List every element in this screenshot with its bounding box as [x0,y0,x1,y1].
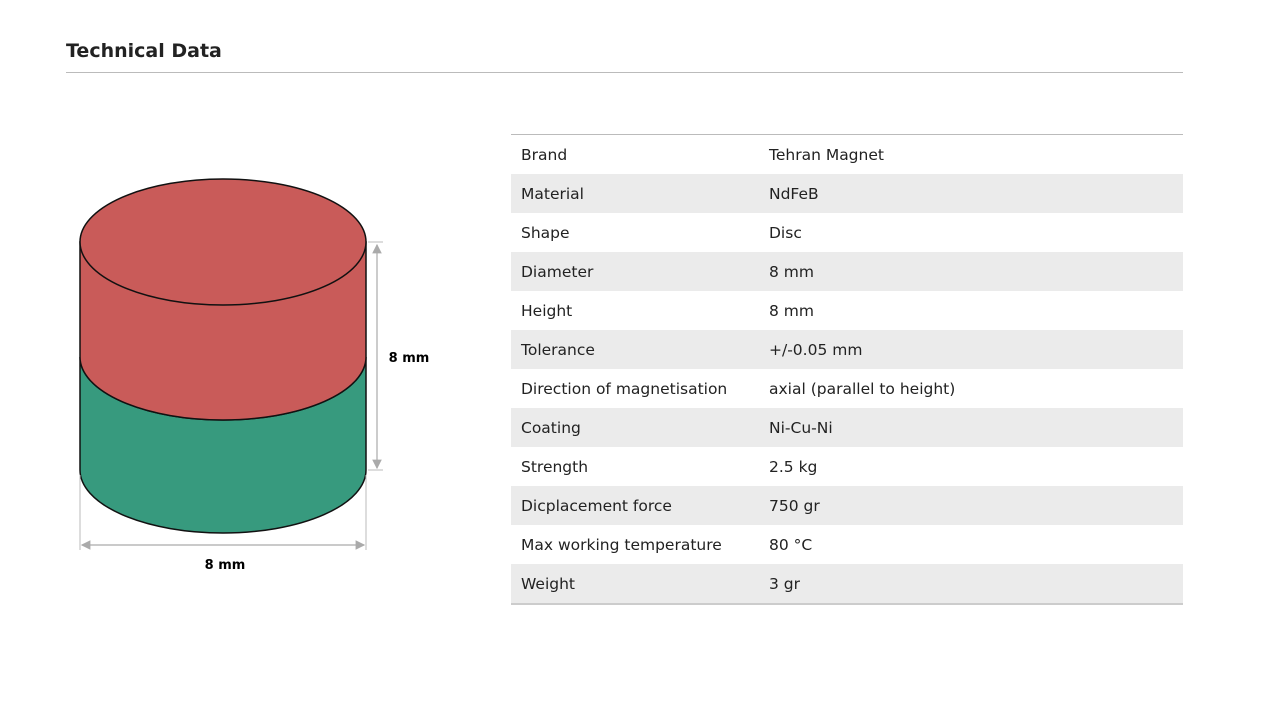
spec-value: 8 mm [769,301,814,320]
diameter-label: 8 mm [205,558,246,573]
spec-row: Weight 3 gr [511,564,1183,604]
divider [66,72,1183,73]
spec-row: Diameter 8 mm [511,252,1183,291]
spec-name: Tolerance [511,330,759,369]
spec-row: Shape Disc [511,213,1183,252]
spec-name: Weight [511,564,759,604]
spec-name: Brand [521,145,568,164]
spec-value: 80 °C [769,535,813,554]
magnet-diagram: 8 mm 8 mm [79,178,430,573]
spec-table: Brand Tehran Magnet Material NdFeB Shape Disc… [511,134,1183,605]
spec-row: Max working temperature 80 °C [511,525,1183,564]
spec-row: Direction of magnetisation axial (paralle… [511,369,1183,408]
spec-row: Dicplacement force 750 gr [511,486,1183,525]
spec-row: Strength 2.5 kg [511,447,1183,486]
height-label: 8 mm [389,351,430,366]
spec-row: Coating Ni-Cu-Ni [511,408,1183,447]
top-face [79,178,367,306]
spec-row: Brand Tehran Magnet [511,135,1183,175]
spec-row: Tolerance +/-0.05 mm [511,330,1183,369]
spec-name: Coating [511,408,759,447]
title: Technical Data [66,40,222,62]
spec-name: Dicplacement force [511,486,759,525]
spec-value: 3 gr [759,564,1183,604]
spec-name: Max working temperature [521,535,722,554]
spec-name: Height [521,301,573,320]
spec-value: 750 gr [759,486,1183,525]
spec-row: Material NdFeB [511,174,1183,213]
spec-value: 8 mm [759,252,1183,291]
spec-row: Height 8 mm [511,291,1183,330]
spec-name: Material [511,174,759,213]
spec-name: Diameter [511,252,759,291]
spec-name: Shape [521,223,570,242]
spec-value: axial (parallel to height) [769,379,956,398]
spec-value: Disc [769,223,802,242]
spec-value: +/-0.05 mm [759,330,1183,369]
spec-value: Tehran Magnet [769,145,884,164]
spec-value: NdFeB [759,174,1183,213]
spec-name: Direction of magnetisation [521,379,728,398]
spec-value: 2.5 kg [769,457,818,476]
spec-value: Ni-Cu-Ni [759,408,1183,447]
spec-name: Strength [521,457,589,476]
